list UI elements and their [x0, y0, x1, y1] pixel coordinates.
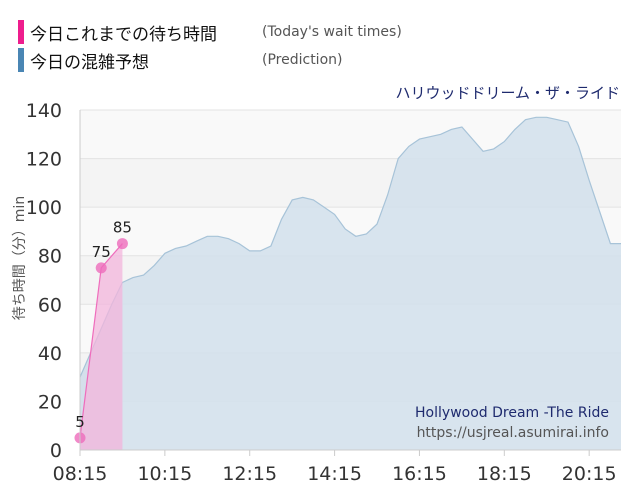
x-tick-label: 12:15 [222, 463, 277, 485]
x-tick-label: 10:15 [137, 463, 192, 485]
legend-label-today: 今日これまでの待ち時間 [30, 24, 217, 45]
y-tick-label: 80 [38, 246, 62, 268]
y-tick-label: 120 [26, 149, 62, 171]
watermark-title: Hollywood Dream -The Ride [415, 405, 609, 421]
today-point [116, 238, 128, 250]
y-axis-label: 待ち時間（分）min [12, 196, 28, 320]
legend-swatch-today [18, 20, 24, 44]
data-label: 85 [113, 219, 132, 237]
legend-note-prediction: (Prediction) [262, 52, 343, 68]
data-label: 5 [75, 413, 85, 431]
y-tick-label: 0 [50, 440, 62, 462]
y-tick-label: 60 [38, 294, 62, 316]
data-label: 75 [92, 243, 111, 261]
x-tick-label: 20:15 [562, 463, 617, 485]
chart-title: ハリウッドドリーム・ザ・ライド [395, 84, 620, 102]
watermark-url: https://usjreal.asumirai.info [417, 425, 609, 441]
legend-item-today: 今日これまでの待ち時間 (Today's wait times) [18, 20, 402, 45]
legend-item-prediction: 今日の混雑予想 (Prediction) [18, 48, 343, 73]
y-tick-label: 100 [26, 197, 62, 219]
x-tick-label: 18:15 [477, 463, 532, 485]
x-tick-label: 14:15 [307, 463, 362, 485]
y-tick-label: 20 [38, 391, 62, 413]
x-tick-label: 16:15 [392, 463, 447, 485]
legend-swatch-prediction [18, 48, 24, 72]
legend-label-prediction: 今日の混雑予想 [30, 52, 149, 73]
today-point [95, 262, 107, 274]
prediction-line [79, 116, 621, 378]
today-area [80, 243, 123, 450]
y-tick-label: 40 [38, 343, 62, 365]
y-tick-label: 140 [26, 100, 62, 122]
legend-note-today: (Today's wait times) [262, 24, 402, 40]
x-tick-label: 08:15 [53, 463, 108, 485]
prediction-area [80, 117, 621, 451]
